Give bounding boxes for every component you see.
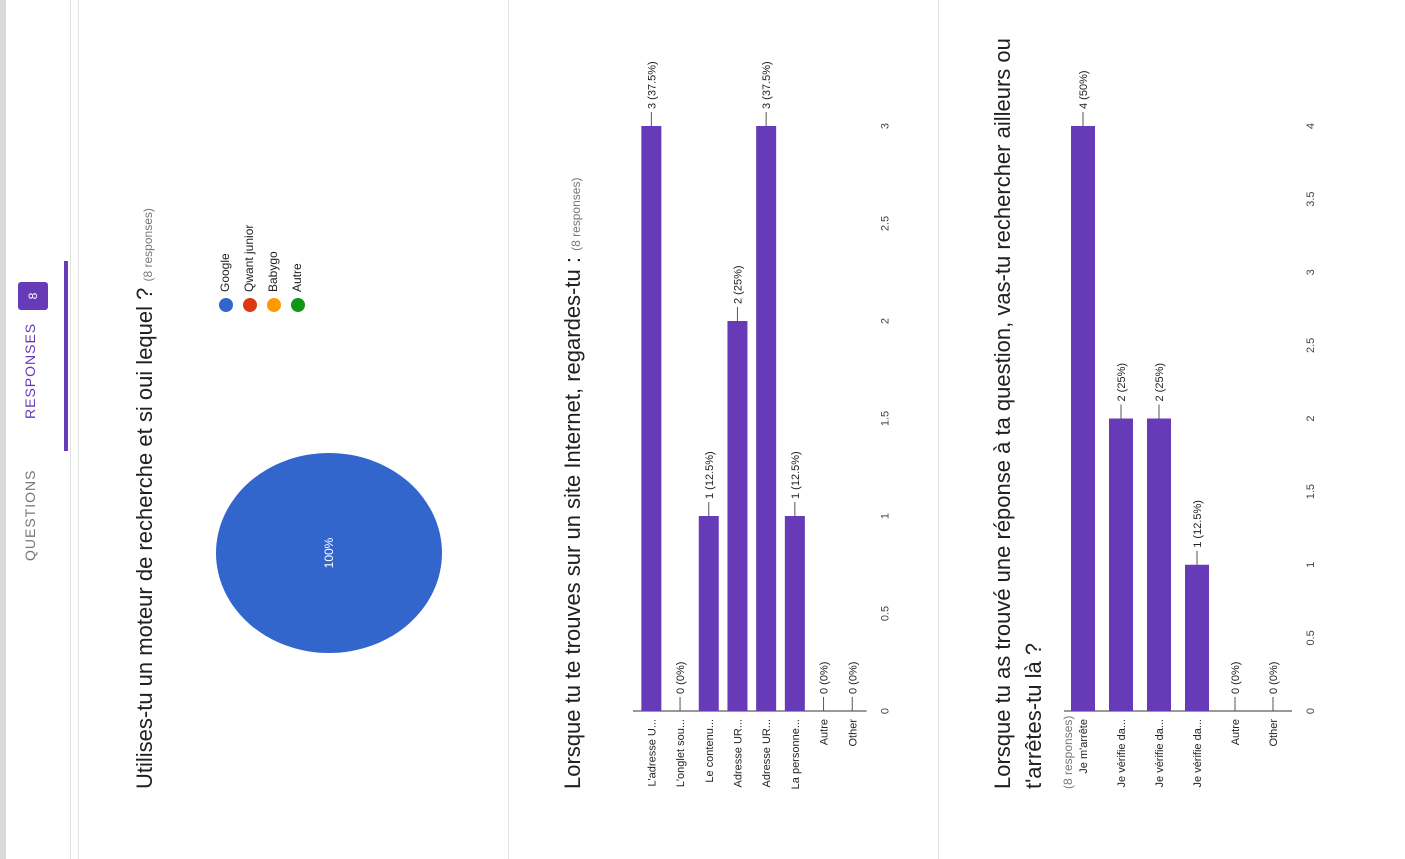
legend-dot-1 (243, 298, 257, 312)
question-card-website: Lorsque tu te trouves sur un site Intern… (508, 0, 939, 859)
category-label: Le contenu... (704, 719, 716, 783)
category-label: Je m'arrête (1078, 719, 1090, 774)
category-label: Autre (1230, 719, 1242, 745)
bar (785, 516, 805, 711)
category-label: Autre (819, 719, 831, 745)
response-count: (8 responses) (141, 208, 155, 281)
bar (699, 516, 719, 711)
question-title-text: Lorsque tu as trouvé une réponse à ta qu… (990, 38, 1046, 789)
active-tab-indicator (64, 261, 68, 451)
category-label: Adresse UR... (761, 719, 773, 787)
data-label: 0 (0%) (847, 662, 859, 694)
tick-label: 0.5 (1305, 630, 1317, 645)
data-label: 0 (0%) (1268, 662, 1280, 694)
data-label: 1 (12.5%) (1192, 500, 1204, 548)
tick-label: 4 (1305, 123, 1317, 129)
question-card-search-engine: Utilises-tu un moteur de recherche et si… (78, 0, 509, 859)
bar (727, 321, 747, 711)
question-title: Lorsque tu te trouves sur un site Intern… (557, 29, 592, 789)
tick-label: 1.5 (1305, 484, 1317, 499)
legend-dot-0 (219, 298, 233, 312)
response-count-badge: 8 (18, 282, 48, 310)
category-label: Adresse UR... (732, 719, 744, 787)
legend-label-2: Babygo (266, 251, 280, 292)
tab-questions[interactable]: QUESTIONS (22, 470, 38, 561)
pie-chart: 100% (169, 0, 509, 859)
tick-label: 2.5 (1305, 338, 1317, 353)
bar (641, 126, 661, 711)
bar-chart-verify: 0 0.5 1 1.5 2 2.5 3 3.5 4 Je m'arrête 4 (50%) Je vé… (1064, 0, 1405, 859)
bar (1109, 419, 1133, 712)
category-label: Je vérifie da... (1154, 719, 1166, 787)
bar (1071, 126, 1095, 711)
data-label: 0 (0%) (1230, 662, 1242, 694)
bar (1185, 565, 1209, 711)
pie-slice-label: 100% (322, 537, 336, 568)
category-label: Other (847, 719, 859, 747)
category-label: L'onglet sou... (675, 719, 687, 787)
question-title: Utilises-tu un moteur de recherche et si… (129, 29, 164, 789)
question-card-verify: Lorsque tu as trouvé une réponse à ta qu… (938, 0, 1405, 859)
tab-responses[interactable]: RESPONSES (22, 323, 38, 419)
data-label: 1 (12.5%) (704, 451, 716, 499)
tick-label: 3 (880, 123, 892, 129)
tick-label: 1 (880, 513, 892, 519)
tick-label: 2 (880, 318, 892, 324)
category-label: La personne... (790, 719, 802, 789)
data-label: 2 (25%) (732, 265, 744, 304)
response-count: (8 responses) (569, 178, 583, 251)
data-label: 1 (12.5%) (790, 451, 802, 499)
tick-label: 0 (880, 708, 892, 714)
category-label: Je vérifie da... (1116, 719, 1128, 787)
legend-dot-3 (291, 298, 305, 312)
tick-label: 2 (1305, 415, 1317, 421)
question-title-text: Lorsque tu te trouves sur un site Intern… (560, 257, 585, 789)
tick-label: 2.5 (880, 216, 892, 231)
legend-label-3: Autre (290, 263, 304, 292)
data-label: 2 (25%) (1116, 363, 1128, 402)
category-label: L'adresse U... (646, 719, 658, 787)
tick-label: 3 (1305, 269, 1317, 275)
bar-chart-website: 0 0.5 1 1.5 2 2.5 3 L'adresse U... 3 (37.5%) L'on… (599, 0, 939, 859)
legend-label-1: Qwant junior (242, 225, 256, 292)
data-label: 4 (50%) (1078, 70, 1090, 109)
bar (1147, 419, 1171, 712)
tick-label: 0.5 (880, 606, 892, 621)
data-label: 0 (0%) (675, 662, 687, 694)
bar (756, 126, 776, 711)
legend-label-0: Google (218, 253, 232, 292)
legend-dot-2 (267, 298, 281, 312)
tick-label: 1 (1305, 562, 1317, 568)
data-label: 3 (37.5%) (646, 61, 658, 109)
tick-label: 1.5 (880, 411, 892, 426)
tick-label: 0 (1305, 708, 1317, 714)
category-label: Other (1268, 719, 1280, 747)
tick-label: 3.5 (1305, 191, 1317, 206)
data-label: 3 (37.5%) (761, 61, 773, 109)
data-label: 0 (0%) (819, 662, 831, 694)
question-title-text: Utilises-tu un moteur de recherche et si… (132, 288, 157, 789)
category-label: Je vérifie da... (1192, 719, 1204, 787)
tab-bar: QUESTIONS RESPONSES 8 (0, 0, 71, 859)
edge-strip (0, 0, 6, 859)
data-label: 2 (25%) (1154, 363, 1166, 402)
